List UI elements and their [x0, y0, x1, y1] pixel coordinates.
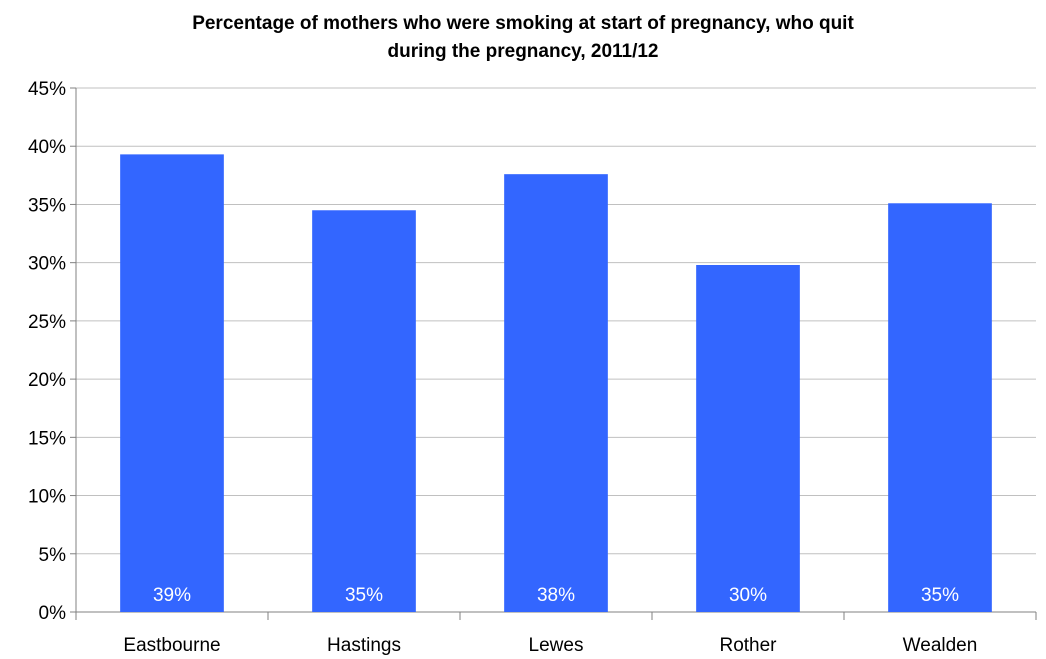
data-label: 39%: [153, 585, 191, 606]
chart-title-line-2: during the pregnancy, 2011/12: [387, 41, 659, 62]
chart-title: Percentage of mothers who were smoking a…: [0, 10, 1046, 66]
y-tick-label: 15%: [28, 428, 66, 449]
y-tick-label: 0%: [39, 603, 67, 624]
data-label: 30%: [729, 585, 767, 606]
y-tick-label: 35%: [28, 195, 66, 216]
bar-hastings: [312, 210, 416, 612]
x-tick-label: Eastbourne: [123, 635, 220, 656]
chart-title-line-1: Percentage of mothers who were smoking a…: [192, 13, 854, 34]
y-tick-label: 10%: [28, 487, 66, 508]
bar-wealden: [888, 203, 992, 612]
y-tick-label: 40%: [28, 137, 66, 158]
y-tick-label: 30%: [28, 254, 66, 275]
x-tick-label: Rother: [719, 635, 777, 656]
data-label: 35%: [345, 585, 383, 606]
data-label: 35%: [921, 585, 959, 606]
y-tick-label: 5%: [39, 545, 67, 566]
bar-lewes: [504, 174, 608, 612]
y-tick-label: 45%: [28, 79, 66, 100]
bar-eastbourne: [120, 154, 224, 612]
y-tick-label: 20%: [28, 370, 66, 391]
bar-rother: [696, 264, 800, 612]
y-tick-label: 25%: [28, 312, 66, 333]
x-tick-label: Hastings: [327, 635, 401, 656]
x-tick-label: Lewes: [529, 635, 584, 656]
data-label: 38%: [537, 585, 575, 606]
x-tick-label: Wealden: [903, 635, 978, 656]
